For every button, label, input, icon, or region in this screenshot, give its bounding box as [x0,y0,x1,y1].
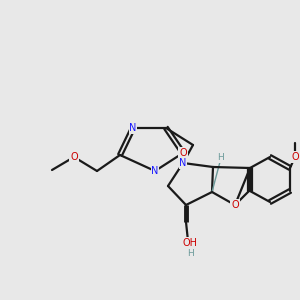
Text: O: O [291,152,299,162]
Text: N: N [129,123,137,133]
Text: H: H [218,154,224,163]
Text: O: O [70,152,78,162]
Text: O: O [231,200,239,210]
Text: OH: OH [182,238,197,248]
Text: N: N [151,166,159,176]
Text: N: N [179,158,187,168]
Text: H: H [187,250,194,259]
Text: O: O [179,148,187,158]
